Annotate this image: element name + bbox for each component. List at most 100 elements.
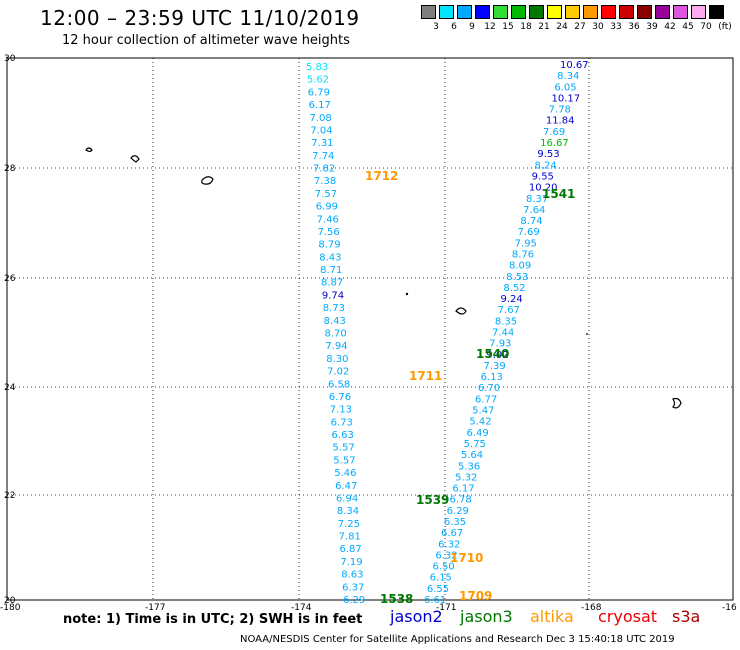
- track-value-pass-1541: 6.67: [441, 528, 463, 539]
- track-value-pass-1541: 6.70: [478, 383, 500, 394]
- track-value-pass-1712: 8.79: [318, 240, 340, 251]
- track-value-pass-1712: 8.43: [319, 252, 341, 263]
- island: [586, 333, 588, 335]
- track-value-pass-1541: 6.50: [433, 562, 455, 573]
- track-value-pass-1541: 6.55: [427, 584, 449, 595]
- track-value-pass-1712: 7.19: [340, 557, 362, 568]
- lon-label: -180: [0, 603, 21, 613]
- track-value-pass-1712: 7.82: [313, 164, 335, 175]
- track-value-pass-1541: 10.20: [529, 183, 558, 194]
- color-scale-label: 21: [538, 22, 550, 32]
- lon-label: -177: [145, 603, 165, 613]
- track-value-pass-1541: 5.32: [455, 472, 477, 483]
- track-value-pass-1541: 7.44: [492, 328, 514, 339]
- track-value-pass-1541: 6.17: [452, 484, 474, 495]
- track-value-pass-1541: 8.74: [520, 216, 542, 227]
- track-value-pass-1712: 5.62: [307, 75, 329, 86]
- island: [85, 147, 93, 153]
- color-scale-label: 18: [520, 22, 532, 32]
- color-scale-unit: (ft): [718, 22, 732, 32]
- pass-label: 1540: [476, 347, 509, 361]
- track-value-pass-1541: 7.95: [515, 238, 537, 249]
- track-value-pass-1712: 6.76: [329, 392, 351, 403]
- track-value-pass-1712: 8.30: [326, 354, 348, 365]
- track-value-pass-1541: 6.13: [481, 372, 503, 383]
- track-value-pass-1541: 6.32: [435, 550, 457, 561]
- lon-label: -174: [291, 603, 312, 613]
- lon-label: -168: [581, 603, 602, 613]
- track-value-pass-1712: 5.83: [306, 62, 328, 73]
- track-value-pass-1541: 5.42: [469, 417, 491, 428]
- track-value-pass-1541: 8.24: [535, 160, 557, 171]
- pass-label: 1711: [409, 369, 442, 383]
- track-value-pass-1712: 8.43: [324, 316, 346, 327]
- track-value-pass-1712: 7.74: [312, 151, 334, 162]
- color-swatch: [691, 5, 706, 19]
- color-scale-label: 70: [700, 22, 712, 32]
- track-value-pass-1541: 7.93: [489, 339, 511, 350]
- track-value-pass-1541: 5.75: [464, 439, 486, 450]
- track-value-pass-1712: 5.57: [332, 443, 354, 454]
- lat-label: 22: [4, 491, 15, 501]
- track-value-pass-1541: 9.53: [537, 149, 559, 160]
- track-value-pass-1712: 6.99: [316, 202, 338, 213]
- color-swatch: [619, 5, 634, 19]
- track-value-pass-1712: 7.31: [311, 138, 333, 149]
- track-value-pass-1541: 8.35: [495, 316, 517, 327]
- color-swatch: [601, 5, 616, 19]
- track-value-pass-1712: 6.73: [331, 417, 353, 428]
- track-value-pass-1541: 5.36: [458, 461, 480, 472]
- track-value-pass-1712: 6.58: [328, 379, 350, 390]
- pass-label: 1538: [380, 592, 413, 606]
- color-swatch: [511, 5, 526, 19]
- track-value-pass-1712: 7.02: [327, 367, 349, 378]
- track-value-pass-1541: 9.24: [501, 294, 523, 305]
- lat-label: 30: [4, 54, 16, 64]
- mission-cryosat: cryosat: [598, 607, 658, 626]
- track-value-pass-1712: 7.56: [317, 227, 339, 238]
- track-value-pass-1541: 5.47: [472, 406, 494, 417]
- color-scale-label: 36: [628, 22, 640, 32]
- pass-label: 1712: [365, 169, 398, 183]
- color-swatch: [457, 5, 472, 19]
- track-value-pass-1712: 7.46: [317, 214, 339, 225]
- track-value-pass-1712: 8.34: [337, 506, 359, 517]
- track-value-pass-1712: 9.74: [322, 290, 344, 301]
- mission-jason2: jason2: [390, 607, 443, 626]
- footer-note: note: 1) Time is in UTC; 2) SWH is in fe…: [63, 612, 363, 627]
- track-value-pass-1541: 9.55: [532, 171, 554, 182]
- color-swatch: [565, 5, 580, 19]
- track-value-pass-1712: 6.63: [332, 430, 354, 441]
- lat-label: 24: [4, 383, 16, 393]
- track-value-pass-1712: 7.94: [325, 341, 347, 352]
- color-scale-label: 9: [469, 22, 475, 32]
- lat-label: 28: [4, 164, 16, 174]
- track-value-pass-1541: 8.34: [557, 71, 579, 82]
- mission-jason3: jason3: [460, 607, 513, 626]
- color-swatch: [475, 5, 490, 19]
- color-swatch: [529, 5, 544, 19]
- track-value-pass-1541: 6.05: [554, 82, 576, 93]
- track-value-pass-1712: 7.38: [314, 176, 336, 187]
- track-value-pass-1541: 8.52: [503, 283, 525, 294]
- track-value-pass-1712: 7.81: [339, 532, 361, 543]
- track-value-pass-1712: 8.71: [320, 265, 342, 276]
- track-value-pass-1712: 6.37: [342, 582, 364, 593]
- track-value-pass-1712: 5.57: [333, 455, 355, 466]
- track-value-pass-1541: 8.76: [512, 249, 534, 260]
- track-value-pass-1541: 6.15: [430, 573, 452, 584]
- lon-label: -16: [722, 603, 737, 613]
- track-value-pass-1712: 8.70: [325, 329, 347, 340]
- track-value-pass-1712: 6.94: [336, 493, 358, 504]
- island: [201, 176, 214, 185]
- color-scale-label: 30: [592, 22, 604, 32]
- island: [672, 397, 682, 409]
- track-value-pass-1541: 6.78: [450, 495, 472, 506]
- color-swatch: [637, 5, 652, 19]
- track-value-pass-1541: 8.37: [526, 194, 548, 205]
- color-scale-label: 6: [451, 22, 457, 32]
- pass-label: 1541: [542, 187, 575, 201]
- track-value-pass-1541: 10.17: [552, 93, 581, 104]
- track-value-pass-1712: 6.17: [309, 100, 331, 111]
- track-value-pass-1541: 6.77: [475, 394, 497, 405]
